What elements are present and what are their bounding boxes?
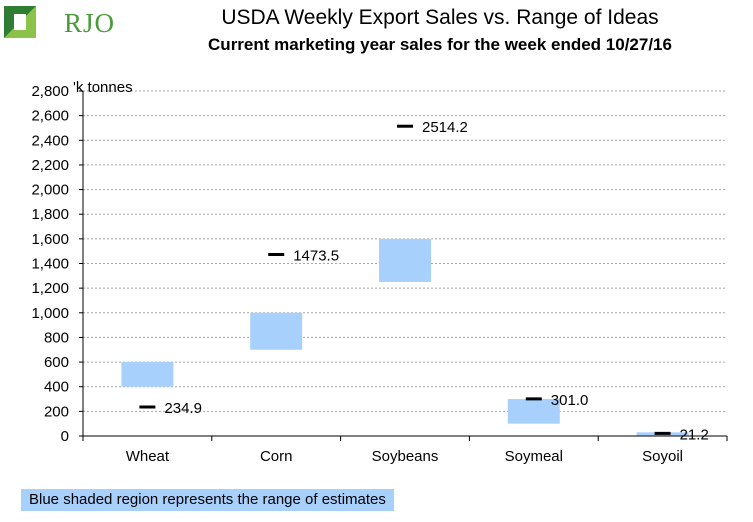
y-tick-label: 1,000 (31, 305, 69, 322)
y-tick-label: 200 (44, 403, 69, 420)
y-tick-label: 1,800 (31, 206, 69, 223)
y-tick-label: 2,600 (31, 108, 69, 125)
footnote: Blue shaded region represents the range … (21, 489, 394, 511)
x-tick-label: Soybeans (372, 448, 439, 465)
y-tick-label: 2,200 (31, 157, 69, 174)
y-tick-label: 1,600 (31, 231, 69, 248)
y-tick-label: 2,400 (31, 132, 69, 149)
actual-value-label: 234.9 (164, 400, 202, 417)
y-tick-label: 400 (44, 379, 69, 396)
range-box-corn (250, 312, 303, 350)
logo-text: RJO (64, 8, 116, 38)
y-tick-label: 2,000 (31, 182, 69, 199)
y-tick-label: 800 (44, 329, 69, 346)
y-tick-label: 1,200 (31, 280, 69, 297)
x-tick-label: Wheat (126, 448, 170, 465)
rjo-logo (4, 6, 36, 38)
range-box-soymeal (507, 399, 560, 424)
range-box-soybeans (379, 238, 431, 282)
chart-subtitle: Current marketing year sales for the wee… (208, 35, 672, 54)
chart-title: USDA Weekly Export Sales vs. Range of Id… (221, 6, 659, 29)
y-tick-label: 2,800 (31, 83, 69, 100)
actual-value-label: 301.0 (551, 392, 589, 409)
y-tick-label: 0 (61, 428, 69, 445)
actual-value-label: 21.2 (680, 426, 709, 443)
y-axis-label: 'k tonnes (73, 79, 133, 96)
x-tick-label: Soymeal (505, 448, 563, 465)
actual-value-label: 1473.5 (293, 247, 339, 264)
range-box-wheat (121, 362, 174, 387)
x-tick-label: Corn (260, 448, 293, 465)
range-chart: 0 200 400 600 800 1,000 1,200 1,400 1,600 1,800 2,… (31, 79, 728, 465)
x-tick-label: Soyoil (642, 448, 683, 465)
y-tick-label: 600 (44, 354, 69, 371)
y-tick-label: 1,400 (31, 256, 69, 273)
actual-value-label: 2514.2 (422, 119, 468, 136)
